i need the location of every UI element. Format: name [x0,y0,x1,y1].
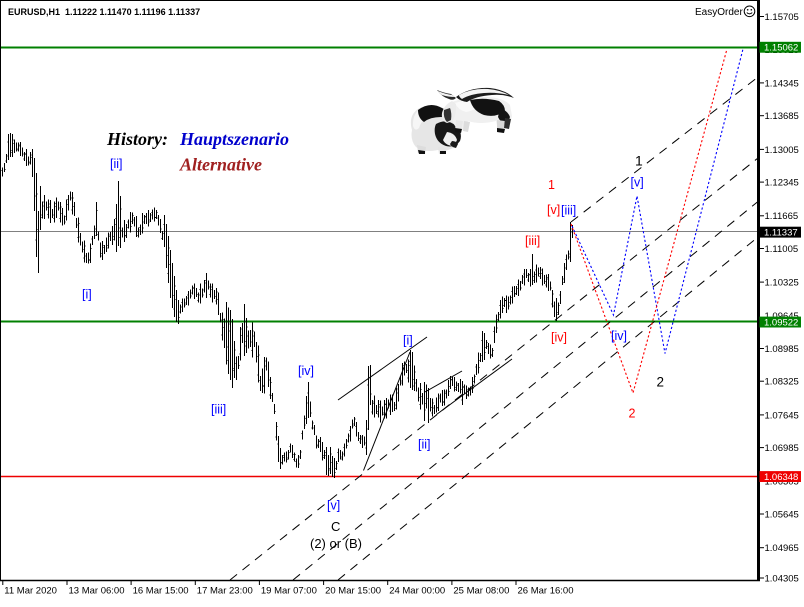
svg-text:[v]: [v] [327,499,340,513]
svg-text:1.04305: 1.04305 [765,573,799,584]
svg-text:24 Mar 00:00: 24 Mar 00:00 [389,586,445,597]
svg-text:1.08985: 1.08985 [765,344,799,355]
svg-text:[iv]: [iv] [611,329,627,343]
svg-text:[v]: [v] [631,176,644,190]
svg-text:1.07645: 1.07645 [765,410,799,421]
svg-text:26 Mar 16:00: 26 Mar 16:00 [518,586,574,597]
svg-text:[iii]: [iii] [525,234,540,248]
svg-text:1.11337: 1.11337 [764,228,798,239]
svg-text:19 Mar 07:00: 19 Mar 07:00 [261,586,317,597]
svg-text:25 Mar 08:00: 25 Mar 08:00 [453,586,509,597]
svg-text:Alternative: Alternative [179,155,262,175]
svg-text:2: 2 [657,375,665,390]
svg-text:1.13005: 1.13005 [765,145,799,156]
svg-text:11 Mar 2020: 11 Mar 2020 [4,586,57,597]
svg-text:1: 1 [548,178,555,192]
svg-text:1.09522: 1.09522 [764,317,798,328]
svg-text:1.06348: 1.06348 [764,472,798,483]
svg-text:1.15062: 1.15062 [764,43,798,54]
svg-text:1.12345: 1.12345 [765,178,799,189]
svg-text:[iii]: [iii] [211,403,226,417]
svg-text:1.11005: 1.11005 [765,244,799,255]
svg-text:13 Mar 06:00: 13 Mar 06:00 [69,586,125,597]
svg-text:EURUSD,H1 1.11222 1.11470 1.1: EURUSD,H1 1.11222 1.11470 1.11196 1.1133… [8,7,200,17]
svg-text:1.05645: 1.05645 [765,509,799,520]
svg-text:17 Mar 23:00: 17 Mar 23:00 [197,586,253,597]
svg-text:1.13685: 1.13685 [765,111,799,122]
svg-text:Hauptszenario: Hauptszenario [179,129,289,149]
svg-text:2: 2 [629,407,636,421]
svg-text:[ii]: [ii] [110,157,123,171]
svg-text:[iii]: [iii] [561,204,576,218]
svg-text:20 Mar 15:00: 20 Mar 15:00 [325,586,381,597]
svg-text:EasyOrder: EasyOrder [695,7,743,18]
svg-text:1.08325: 1.08325 [765,377,799,388]
svg-text:C: C [331,519,340,534]
svg-text:1.11665: 1.11665 [765,211,799,222]
svg-text:[iv]: [iv] [551,331,567,345]
svg-text:1.10325: 1.10325 [765,278,799,289]
svg-text:[iv]: [iv] [298,364,314,378]
svg-text:History:: History: [106,129,168,149]
svg-text:1.04965: 1.04965 [765,543,799,554]
svg-text:[v]: [v] [547,203,560,217]
svg-text:1.06305: 1.06305 [765,477,799,488]
svg-text:[i]: [i] [403,334,413,348]
svg-text:1.06985: 1.06985 [765,443,799,454]
svg-text:[i]: [i] [82,288,92,302]
svg-text:16 Mar 15:00: 16 Mar 15:00 [133,586,189,597]
svg-text:[ii]: [ii] [418,438,431,452]
svg-text:1: 1 [635,153,643,169]
svg-text:1.15705: 1.15705 [765,12,799,23]
svg-text:(2) or (B): (2) or (B) [310,536,362,551]
svg-text:1.14345: 1.14345 [765,78,799,89]
